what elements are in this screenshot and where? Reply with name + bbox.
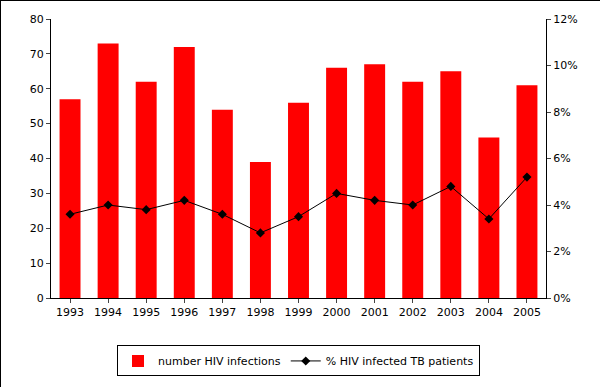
svg-text:12%: 12% [553, 13, 577, 26]
svg-text:30: 30 [30, 187, 44, 200]
svg-text:1997: 1997 [208, 306, 236, 319]
svg-text:2005: 2005 [513, 306, 541, 319]
svg-text:10: 10 [30, 257, 44, 270]
svg-text:1993: 1993 [56, 306, 84, 319]
svg-text:20: 20 [30, 222, 44, 235]
svg-text:2001: 2001 [361, 306, 389, 319]
svg-text:number HIV infections: number HIV infections [158, 355, 281, 368]
svg-text:6%: 6% [553, 152, 570, 165]
svg-text:2004: 2004 [475, 306, 503, 319]
svg-text:40: 40 [30, 152, 44, 165]
svg-text:1995: 1995 [132, 306, 160, 319]
svg-text:60: 60 [30, 83, 44, 96]
svg-text:50: 50 [30, 117, 44, 130]
svg-text:70: 70 [30, 48, 44, 61]
svg-text:1998: 1998 [246, 306, 274, 319]
svg-text:4%: 4% [553, 199, 570, 212]
svg-text:2003: 2003 [437, 306, 465, 319]
svg-text:% HIV infected TB patients: % HIV infected TB patients [326, 355, 474, 368]
svg-text:8%: 8% [553, 106, 570, 119]
svg-text:10%: 10% [553, 59, 577, 72]
svg-text:1994: 1994 [94, 306, 122, 319]
svg-text:2%: 2% [553, 245, 570, 258]
svg-text:1999: 1999 [285, 306, 313, 319]
svg-text:0: 0 [37, 292, 44, 305]
svg-text:0%: 0% [553, 292, 570, 305]
svg-text:2000: 2000 [323, 306, 351, 319]
svg-text:1996: 1996 [170, 306, 198, 319]
svg-text:2002: 2002 [399, 306, 427, 319]
svg-text:80: 80 [30, 13, 44, 26]
